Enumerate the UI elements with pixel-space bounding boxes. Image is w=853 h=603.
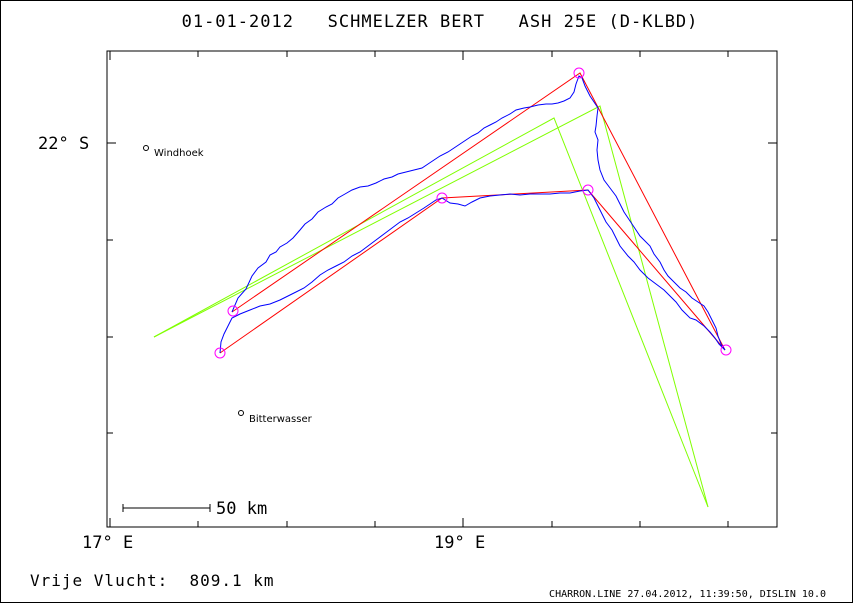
place-label: Bitterwasser [249, 414, 313, 425]
place-label: Windhoek [154, 148, 204, 159]
turnpoints [214, 67, 732, 359]
windhoek-marker-icon [143, 145, 149, 151]
bitterwasser-marker-icon [238, 410, 244, 416]
task-line-green [153, 105, 709, 508]
turnpoint-icon [720, 344, 732, 356]
lon-label: 19° E [434, 533, 485, 553]
task-line-red [219, 72, 726, 354]
turnpoint-icon [582, 184, 594, 196]
lon-label: 17° E [82, 533, 133, 553]
free-flight-distance: Vrije Vlucht: 809.1 km [30, 571, 275, 590]
axis-ticks [107, 51, 777, 527]
turnpoint-icon [214, 347, 226, 359]
task-line-green [153, 117, 709, 508]
turnpoint-icon [227, 305, 239, 317]
flight-track [219, 75, 726, 354]
plot-frame [106, 50, 778, 528]
turnpoint-icon [436, 192, 448, 204]
turnpoint-icon [573, 67, 585, 79]
scale-bar-label: 50 km [216, 499, 267, 519]
flight-title: 01-01-2012 SCHMELZER BERT ASH 25E (D-KLB… [182, 12, 699, 32]
file-info: CHARRON.LINE 27.04.2012, 11:39:50, DISLI… [549, 589, 826, 600]
lat-label: 22° S [38, 134, 89, 154]
scale-bar [122, 504, 211, 512]
